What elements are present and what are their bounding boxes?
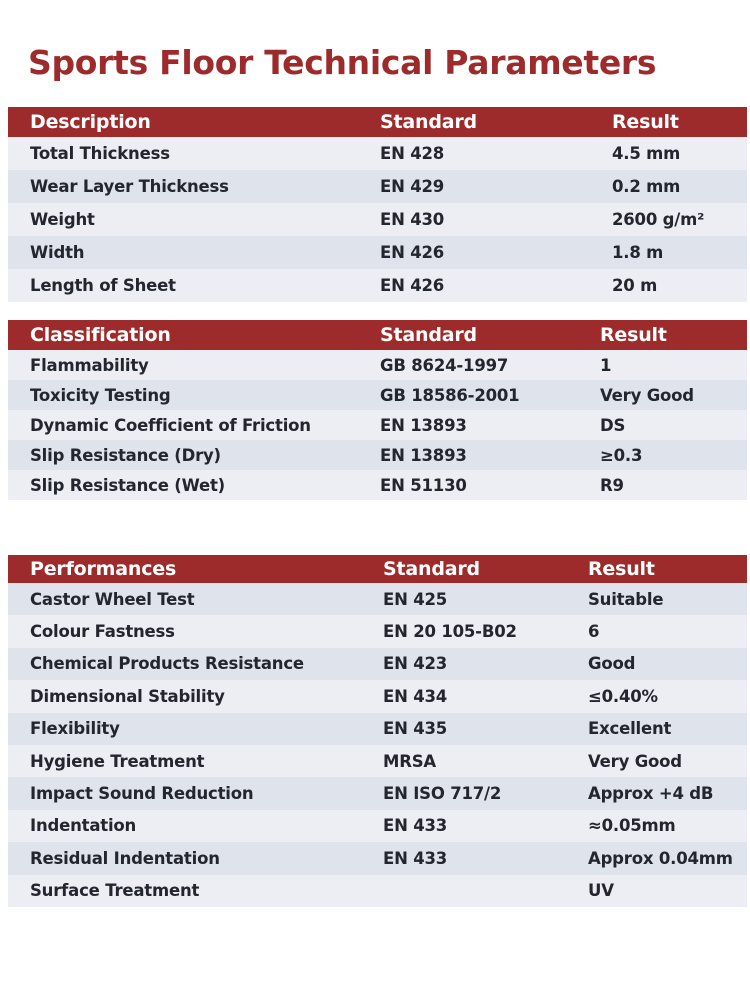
- cell-result: Suitable: [588, 589, 664, 609]
- cell-standard: EN 433: [383, 848, 448, 868]
- cell-result: 2600 g/m²: [612, 210, 705, 229]
- table-row: Chemical Products Resistance EN 423 Good: [8, 647, 747, 681]
- cell-description: Chemical Products Resistance: [30, 654, 304, 674]
- table-row: Hygiene Treatment MRSA Very Good: [8, 744, 747, 778]
- cell-description: Surface Treatment: [30, 881, 200, 901]
- cell-result: UV: [588, 881, 614, 901]
- header-cell-description: Description: [30, 111, 151, 133]
- cell-standard: EN 430: [380, 210, 445, 229]
- cell-standard: EN 435: [383, 719, 448, 739]
- classification-table: Classification Standard Result Flammability…: [8, 320, 747, 500]
- cell-standard: EN 423: [383, 654, 448, 674]
- cell-result: Good: [588, 654, 636, 674]
- cell-standard: EN 13893: [380, 415, 467, 435]
- header-cell-standard: Standard: [383, 558, 480, 580]
- cell-description: Slip Resistance (Dry): [30, 445, 221, 465]
- cell-description: Dimensional Stability: [30, 686, 225, 706]
- cell-result: DS: [600, 415, 626, 435]
- header-cell-description: Classification: [30, 324, 171, 346]
- cell-standard: EN ISO 717/2: [383, 784, 502, 804]
- header-cell-description: Performances: [30, 558, 177, 580]
- table-row: Colour Fastness EN 20 105-B02 6: [8, 615, 747, 648]
- cell-result: Excellent: [588, 719, 672, 739]
- table-row: Weight EN 430 2600 g/m²: [8, 203, 747, 236]
- cell-result: Approx 0.04mm: [588, 848, 733, 868]
- cell-result: 6: [588, 622, 600, 642]
- cell-standard: EN 428: [380, 144, 445, 163]
- cell-description: Dynamic Coefficient of Friction: [30, 415, 311, 435]
- table-header-row: Description Standard Result: [8, 107, 747, 137]
- table-row: Length of Sheet EN 426 20 m: [8, 269, 747, 302]
- cell-description: Toxicity Testing: [30, 385, 171, 405]
- cell-description: Castor Wheel Test: [30, 589, 195, 609]
- cell-result: ≈0.05mm: [588, 816, 676, 836]
- cell-standard: EN 425: [383, 589, 448, 609]
- cell-result: 0.2 mm: [612, 177, 681, 196]
- cell-result: Very Good: [588, 751, 682, 771]
- cell-standard: GB 18586-2001: [380, 385, 520, 405]
- cell-description: Flexibility: [30, 719, 120, 739]
- cell-description: Residual Indentation: [30, 848, 220, 868]
- cell-description: Flammability: [30, 355, 149, 375]
- cell-result: ≥0.3: [600, 445, 643, 465]
- cell-description: Weight: [30, 210, 95, 229]
- header-cell-result: Result: [600, 324, 667, 346]
- cell-result: Very Good: [600, 385, 694, 405]
- table-row: Impact Sound Reduction EN ISO 717/2 Approx…: [8, 777, 747, 810]
- cell-standard: EN 426: [380, 243, 445, 262]
- table-row: Wear Layer Thickness EN 429 0.2 mm: [8, 170, 747, 203]
- cell-standard: GB 8624-1997: [380, 355, 509, 375]
- header-cell-result: Result: [612, 111, 679, 133]
- header-cell-result: Result: [588, 558, 655, 580]
- cell-description: Impact Sound Reduction: [30, 784, 254, 804]
- cell-standard: EN 51130: [380, 475, 467, 495]
- cell-description: Hygiene Treatment: [30, 751, 205, 771]
- cell-standard: EN 434: [383, 686, 448, 706]
- table-row: Slip Resistance (Dry) EN 13893 ≥0.3: [8, 440, 747, 470]
- table-row: Dimensional Stability EN 434 ≤0.40%: [8, 680, 747, 713]
- cell-standard: MRSA: [383, 751, 436, 771]
- table-row: Toxicity Testing GB 18586-2001 Very Good: [8, 380, 747, 410]
- page-title: Sports Floor Technical Parameters: [28, 43, 657, 82]
- table-row: Width EN 426 1.8 m: [8, 236, 747, 269]
- cell-result: 1: [600, 355, 612, 375]
- cell-description: Slip Resistance (Wet): [30, 475, 226, 495]
- cell-standard: EN 13893: [380, 445, 467, 465]
- performances-table: Performances Standard Result Castor Wheel T…: [8, 555, 747, 907]
- table-row: Slip Resistance (Wet) EN 51130 R9: [8, 470, 747, 500]
- cell-result: R9: [600, 475, 624, 495]
- table-row: Indentation EN 433 ≈0.05mm: [8, 809, 747, 843]
- cell-description: Width: [30, 243, 85, 262]
- cell-result: 1.8 m: [612, 243, 664, 262]
- cell-standard: EN 426: [380, 276, 445, 295]
- page: Sports Floor Technical Parameters Descri…: [0, 42, 750, 983]
- cell-standard: EN 433: [383, 816, 448, 836]
- table-row: Surface Treatment UV: [8, 874, 747, 907]
- cell-standard: EN 429: [380, 177, 445, 196]
- table-header-row: Classification Standard Result: [8, 320, 747, 350]
- table-row: Flammability GB 8624-1997 1: [8, 350, 747, 380]
- cell-description: Length of Sheet: [30, 276, 176, 295]
- cell-standard: EN 20 105-B02: [383, 622, 517, 642]
- cell-result: 20 m: [612, 276, 658, 295]
- table-row: Castor Wheel Test EN 425 Suitable: [8, 583, 747, 616]
- table-row: Total Thickness EN 428 4.5 mm: [8, 137, 747, 170]
- cell-description: Colour Fastness: [30, 622, 175, 642]
- table-row: Residual Indentation EN 433 Approx 0.04mm: [8, 842, 747, 875]
- cell-description: Indentation: [30, 816, 137, 836]
- table-header-row: Performances Standard Result: [8, 555, 747, 583]
- cell-result: ≤0.40%: [588, 686, 658, 706]
- header-cell-standard: Standard: [380, 111, 477, 133]
- header-cell-standard: Standard: [380, 324, 477, 346]
- cell-result: 4.5 mm: [612, 144, 681, 163]
- table-row: Flexibility EN 435 Excellent: [8, 712, 747, 745]
- cell-description: Wear Layer Thickness: [30, 177, 229, 196]
- description-table: Description Standard Result Total Thickness…: [8, 107, 747, 302]
- cell-result: Approx +4 dB: [588, 784, 714, 804]
- table-row: Dynamic Coefficient of Friction EN 13893 D…: [8, 410, 747, 440]
- cell-description: Total Thickness: [30, 144, 170, 163]
